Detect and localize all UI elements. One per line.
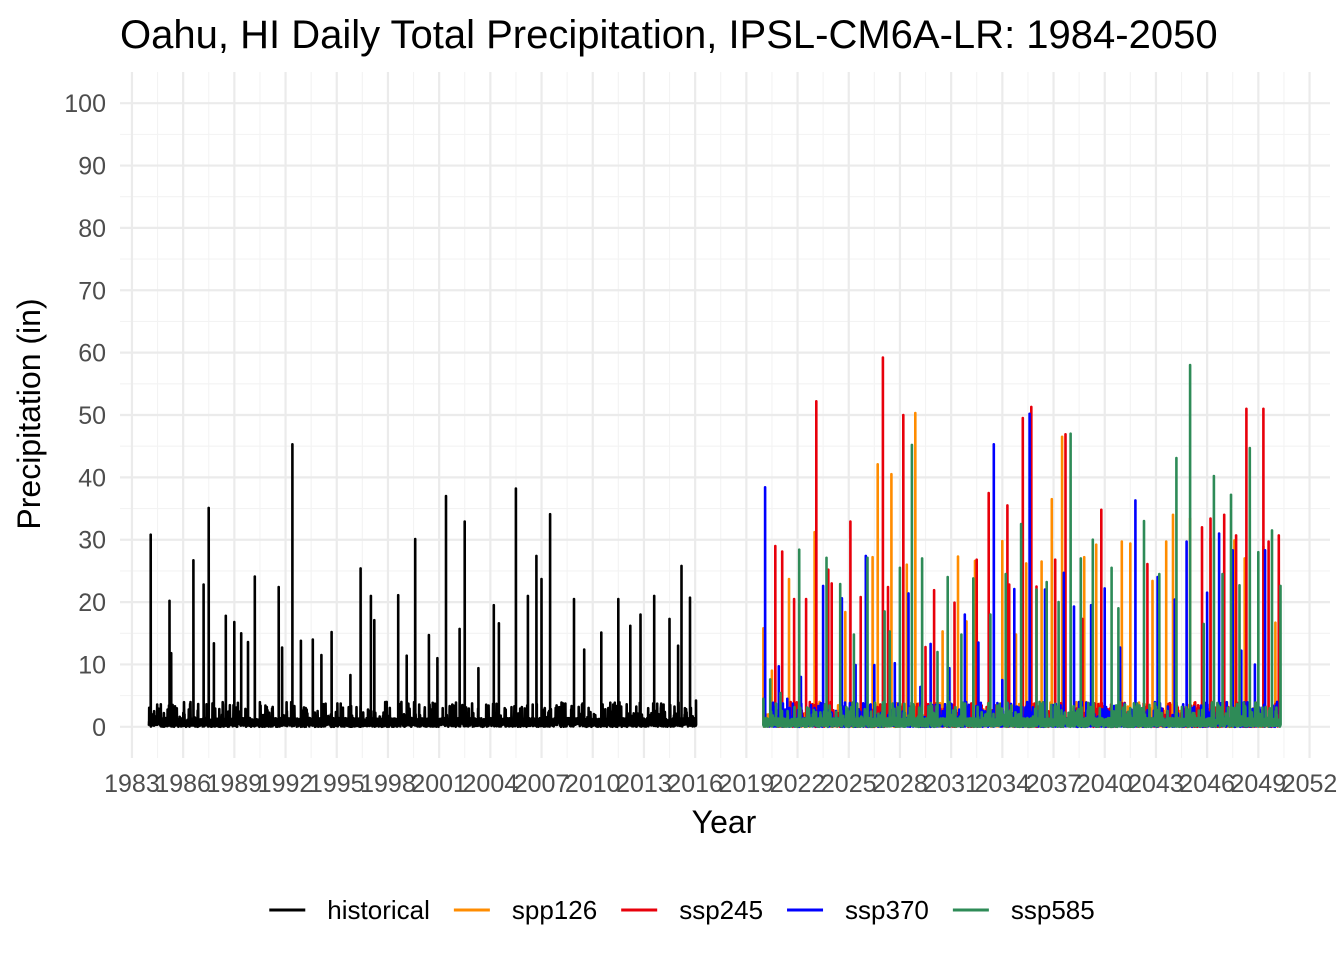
x-tick-label: 2043 [1128,770,1184,798]
x-tick-label: 1998 [360,770,416,798]
gridlines [120,72,1330,758]
legend-label-ssp585: ssp585 [1011,895,1095,925]
y-tick-label: 20 [78,589,106,617]
y-tick-label: 90 [78,153,106,181]
x-tick-label: 2025 [821,770,877,798]
x-tick-label: 2028 [872,770,928,798]
y-tick-label: 100 [64,90,106,118]
x-tick-label: 1983 [104,770,160,798]
x-tick-label: 2004 [463,770,519,798]
y-tick-label: 70 [78,277,106,305]
x-tick-label: 1989 [207,770,263,798]
x-tick-label: 2013 [616,770,672,798]
x-tick-label: 2052 [1282,770,1338,798]
y-tick-label: 0 [92,714,106,742]
y-tick-label: 50 [78,402,106,430]
x-tick-label: 2001 [411,770,467,798]
x-tick-label: 2040 [1077,770,1133,798]
y-axis-title: Precipitation (in) [11,298,47,529]
x-tick-label: 2049 [1231,770,1287,798]
x-tick-label: 1986 [155,770,211,798]
legend-label-ssp370: ssp370 [845,895,929,925]
x-tick-label: 2019 [719,770,775,798]
y-tick-label: 60 [78,340,106,368]
legend: historical spp126 ssp245 ssp370 ssp585 [269,895,1095,925]
y-tick-label: 10 [78,651,106,679]
x-tick-label: 2007 [514,770,570,798]
x-axis-ticks: 1983198619891992199519982001200420072010… [104,770,1337,798]
x-tick-label: 2046 [1179,770,1235,798]
series-line-ssp585 [762,363,1282,729]
y-axis-ticks: 0 10 20 30 40 50 60 70 80 90 100 [64,90,106,742]
legend-label-historical: historical [327,895,430,925]
y-tick-label: 30 [78,527,106,555]
x-tick-label: 1995 [309,770,365,798]
x-tick-label: 1992 [258,770,314,798]
y-tick-label: 40 [78,464,106,492]
x-tick-label: 2037 [1026,770,1082,798]
series-lines [147,356,1282,729]
x-tick-label: 2022 [770,770,826,798]
x-tick-label: 2034 [975,770,1031,798]
series-line-historical [147,443,698,729]
x-tick-label: 2010 [565,770,621,798]
x-tick-label: 2016 [667,770,723,798]
y-tick-label: 80 [78,215,106,243]
chart-title: Oahu, HI Daily Total Precipitation, IPSL… [120,13,1218,57]
legend-label-spp126: spp126 [512,895,597,925]
x-tick-label: 2031 [923,770,979,798]
x-axis-title: Year [692,804,757,840]
legend-label-ssp245: ssp245 [679,895,763,925]
